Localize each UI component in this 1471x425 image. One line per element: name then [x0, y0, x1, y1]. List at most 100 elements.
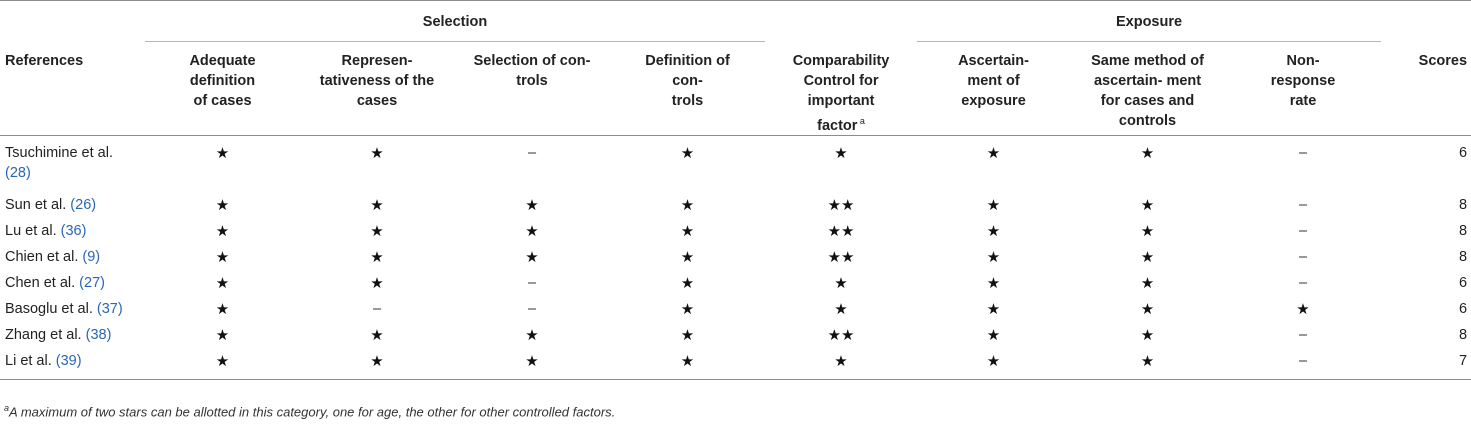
star-icon: ★ [525, 326, 538, 344]
header-line: of cases [193, 93, 251, 109]
header-line: cases [357, 93, 397, 109]
star-rating-cell: ★ [300, 323, 454, 349]
empty-rating-cell: – [1225, 219, 1381, 245]
empty-rating-cell: – [1225, 245, 1381, 271]
star-icon: ★ [681, 274, 694, 292]
table-row: Basoglu et al. (37) ★ – – ★ ★ ★ ★ ★ 6 [0, 297, 1471, 323]
dash-mark: – [528, 145, 536, 161]
star-rating-cell: ★ [917, 323, 1070, 349]
header-same-method: Same method of ascertain- ment for cases a… [1070, 42, 1225, 136]
dash-mark: – [1299, 353, 1307, 369]
table-row: Sun et al. (26) ★ ★ ★ ★ ★★ ★ ★ –8 [0, 193, 1471, 219]
reference-name: Basoglu et al. [5, 301, 97, 317]
star-icon: ★ [834, 144, 847, 162]
header-scores: Scores [1381, 42, 1471, 136]
header-representativeness: Represen-tativeness of the cases [300, 42, 454, 136]
header-line: Adequate [189, 53, 255, 69]
empty-rating-cell: – [454, 136, 610, 194]
star-rating-cell: ★ [1225, 297, 1381, 323]
star-icon: ★★ [828, 326, 855, 344]
table-row: Zhang et al. (38) ★ ★ ★ ★ ★★ ★ ★ –8 [0, 323, 1471, 349]
star-rating-cell: ★ [1070, 271, 1225, 297]
star-rating-cell: ★ [1070, 136, 1225, 194]
group-spacer [0, 1, 145, 42]
star-rating-cell: ★ [610, 136, 765, 194]
citation-link[interactable]: (27) [79, 275, 105, 291]
star-icon: ★ [987, 352, 1000, 370]
group-spacer [1381, 1, 1471, 42]
column-header-row: References Adequate definition of cases Re… [0, 42, 1471, 136]
dash-mark: – [1299, 197, 1307, 213]
dash-mark: – [1299, 275, 1307, 291]
star-icon: ★ [1141, 222, 1154, 240]
citation-link[interactable]: (37) [97, 301, 123, 317]
header-line: exposure [961, 93, 1025, 109]
star-rating-cell: ★ [145, 136, 300, 194]
star-icon: ★ [1141, 274, 1154, 292]
star-icon: ★ [987, 222, 1000, 240]
star-icon: ★ [681, 144, 694, 162]
star-icon: ★ [370, 274, 383, 292]
star-rating-cell: ★ [610, 219, 765, 245]
star-rating-cell: ★ [1070, 297, 1225, 323]
star-icon: ★ [987, 196, 1000, 214]
star-icon: ★ [370, 352, 383, 370]
table-row: Lu et al. (36) ★ ★ ★ ★ ★★ ★ ★ –8 [0, 219, 1471, 245]
citation-link[interactable]: (28) [5, 165, 31, 181]
star-rating-cell: ★★ [765, 219, 917, 245]
header-definition-of-controls: Definition of con-trols [610, 42, 765, 136]
star-rating-cell: ★ [454, 219, 610, 245]
star-rating-cell: ★ [145, 349, 300, 380]
star-rating-cell: ★ [610, 245, 765, 271]
score-cell: 8 [1381, 193, 1471, 219]
header-line: ascertain- ment [1094, 73, 1201, 89]
score-cell: 6 [1381, 271, 1471, 297]
star-icon: ★ [216, 326, 229, 344]
star-rating-cell: ★ [1070, 349, 1225, 380]
citation-link[interactable]: (9) [82, 249, 100, 265]
citation-link[interactable]: (36) [61, 223, 87, 239]
star-rating-cell: ★ [145, 245, 300, 271]
dash-mark: – [1299, 327, 1307, 343]
star-icon: ★ [525, 352, 538, 370]
table-row: Li et al. (39) ★ ★ ★ ★ ★ ★ ★ – 7 [0, 349, 1471, 380]
empty-rating-cell: – [1225, 136, 1381, 194]
reference-cell: Basoglu et al. (37) [0, 297, 145, 323]
star-rating-cell: ★ [765, 136, 917, 194]
star-icon: ★ [834, 274, 847, 292]
star-rating-cell: ★ [917, 271, 1070, 297]
star-rating-cell: ★ [917, 219, 1070, 245]
star-icon: ★ [1141, 248, 1154, 266]
star-icon: ★ [681, 248, 694, 266]
star-rating-cell: ★ [454, 349, 610, 380]
star-rating-cell: ★ [145, 323, 300, 349]
header-line: Comparability [793, 53, 890, 69]
header-selection-of-controls: Selection of con-trols [454, 42, 610, 136]
group-selection: Selection [145, 1, 765, 42]
score-cell: 6 [1381, 136, 1471, 194]
star-rating-cell: ★ [917, 297, 1070, 323]
table-row: Tsuchimine et al. (28) ★ ★ – ★ ★ ★ ★ – 6 [0, 136, 1471, 194]
star-rating-cell: ★ [610, 193, 765, 219]
star-rating-cell: ★ [454, 193, 610, 219]
star-icon: ★ [681, 196, 694, 214]
star-icon: ★ [1141, 352, 1154, 370]
empty-rating-cell: – [454, 271, 610, 297]
star-rating-cell: ★ [145, 219, 300, 245]
star-icon: ★ [1141, 326, 1154, 344]
star-rating-cell: ★ [300, 349, 454, 380]
header-line: Ascertain- [958, 53, 1029, 69]
star-icon: ★ [370, 144, 383, 162]
empty-rating-cell: – [1225, 323, 1381, 349]
reference-cell: Lu et al. (36) [0, 219, 145, 245]
citation-link[interactable]: (26) [70, 197, 96, 213]
citation-link[interactable]: (39) [56, 353, 82, 369]
footnote-marker: a [857, 116, 865, 126]
header-line: trols [672, 93, 703, 109]
citation-link[interactable]: (38) [86, 327, 112, 343]
header-line: Definition of [645, 53, 730, 69]
star-rating-cell: ★ [145, 297, 300, 323]
reference-name: Sun et al. [5, 197, 70, 213]
star-icon: ★ [525, 248, 538, 266]
